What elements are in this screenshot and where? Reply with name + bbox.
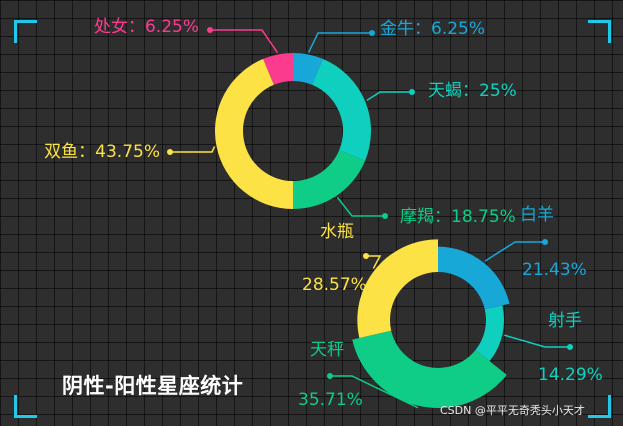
pie-chart-2: 白羊 21.43% 射手 14.29% 天秤 35.71% 水瓶 28.57% bbox=[298, 205, 603, 410]
pie-chart-1: 金牛：6.25% 天蝎：25% 摩羯：18.75% 双鱼：43.75% 处女：6.25% bbox=[44, 17, 517, 227]
chart2-slice-0[interactable] bbox=[438, 246, 510, 310]
chart1-slice-0[interactable] bbox=[293, 53, 323, 85]
chart2-leader-line-2 bbox=[330, 375, 419, 409]
chart1-label-2: 摩羯：18.75% bbox=[400, 207, 516, 227]
chart1-leader-dot-1 bbox=[409, 89, 415, 95]
chart1-leader-line-4 bbox=[210, 29, 279, 53]
chart1-leader-line-3 bbox=[170, 146, 216, 153]
chart1-slice-4[interactable] bbox=[263, 53, 293, 85]
chart2-leader-dot-2 bbox=[327, 373, 333, 379]
frame-corner-bottom-right bbox=[588, 395, 611, 418]
chart2-label-value-1: 14.29% bbox=[538, 365, 603, 385]
chart1-leader-line-0 bbox=[307, 32, 372, 53]
frame-corner-bottom-left bbox=[14, 395, 37, 418]
chart2-label-value-3: 28.57% bbox=[302, 275, 367, 295]
watermark: CSDN @平平无奇秃头小天才 bbox=[440, 404, 585, 417]
chart1-leader-line-1 bbox=[366, 91, 412, 102]
chart2-slice-1[interactable] bbox=[475, 305, 505, 362]
chart1-label-0: 金牛：6.25% bbox=[380, 19, 485, 39]
chart2-leader-dot-3 bbox=[363, 253, 369, 259]
chart2-label-name-1: 射手 bbox=[548, 311, 582, 331]
frame-corner-top-left bbox=[14, 20, 37, 43]
chart1-leader-line-2 bbox=[336, 197, 385, 217]
chart1-leader-dot-2 bbox=[382, 213, 388, 219]
chart2-leader-dot-1 bbox=[567, 344, 573, 350]
chart1-leader-dot-4 bbox=[207, 27, 213, 33]
chart2-slice-3[interactable] bbox=[357, 239, 438, 338]
chart2-leader-dot-0 bbox=[542, 239, 548, 245]
chart2-slice-2[interactable] bbox=[352, 330, 507, 408]
chart2-label-value-2: 35.71% bbox=[298, 390, 363, 410]
chart1-leader-dot-0 bbox=[369, 30, 375, 36]
chart2-label-name-3: 水瓶 bbox=[320, 222, 354, 242]
chart2-leader-line-3 bbox=[366, 255, 382, 269]
chart2-leader-line-1 bbox=[504, 334, 570, 348]
frame-corner-top-right bbox=[588, 20, 611, 43]
chart1-label-1: 天蝎：25% bbox=[428, 81, 517, 101]
chart1-label-3: 双鱼：43.75% bbox=[44, 142, 160, 162]
chart1-slice-2[interactable] bbox=[293, 150, 366, 209]
chart2-label-name-2: 天秤 bbox=[310, 340, 344, 360]
chart1-label-4: 处女：6.25% bbox=[94, 17, 199, 37]
chart2-label-value-0: 21.43% bbox=[522, 260, 587, 280]
chart-title: 阴性-阳性星座统计 bbox=[62, 374, 244, 398]
chart2-leader-line-0 bbox=[484, 241, 545, 262]
chart1-leader-dot-3 bbox=[167, 149, 173, 155]
chart1-slice-3[interactable] bbox=[214, 58, 293, 210]
chart2-label-name-0: 白羊 bbox=[520, 205, 554, 225]
chart1-slice-1[interactable] bbox=[312, 58, 371, 161]
